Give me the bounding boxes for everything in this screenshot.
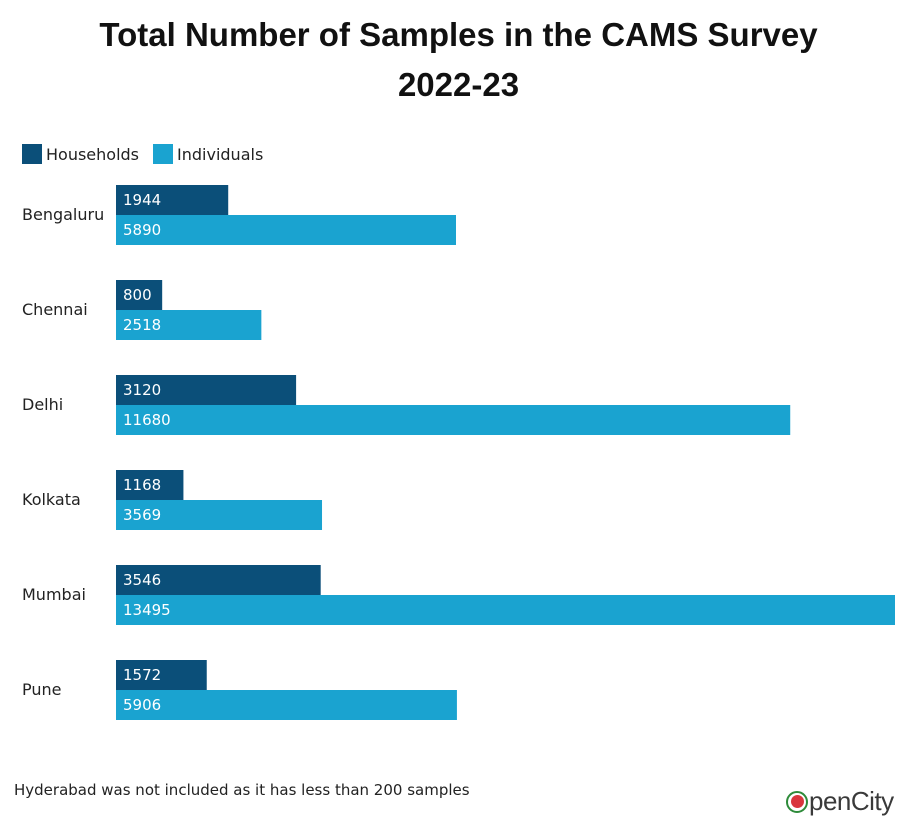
opencity-logo: penCity (786, 786, 894, 817)
bar-bengaluru-individuals (116, 215, 457, 245)
value-label-kolkata-households: 1168 (123, 476, 161, 494)
category-label-pune: Pune (22, 680, 62, 699)
legend-label-households: Households (46, 144, 140, 164)
category-label-mumbai: Mumbai (22, 585, 86, 604)
value-label-delhi-individuals: 11680 (123, 411, 171, 429)
legend-item-individuals: Individuals (153, 144, 263, 164)
bar-delhi-households (116, 375, 297, 405)
legend-swatch-households (22, 144, 42, 164)
bar-bengaluru-households (116, 185, 229, 215)
legend: Households Individuals (22, 144, 277, 164)
category-label-kolkata: Kolkata (22, 490, 81, 509)
category-label-delhi: Delhi (22, 395, 63, 414)
logo-text: penCity (809, 786, 894, 816)
footnote: Hyderabad was not included as it has les… (14, 781, 470, 799)
bar-chennai-households (116, 280, 163, 310)
bar-chennai-individuals (116, 310, 262, 340)
value-label-mumbai-households: 3546 (123, 571, 161, 589)
legend-swatch-individuals (153, 144, 174, 164)
chart-subtitle-year: 2022-23 (397, 66, 520, 103)
legend-label-individuals: Individuals (177, 144, 264, 164)
bar-pune-individuals (116, 690, 457, 720)
value-label-chennai-individuals: 2518 (123, 316, 161, 334)
legend-item-households: Households (22, 144, 139, 164)
value-label-chennai-households: 800 (123, 286, 152, 304)
value-label-bengaluru-individuals: 5890 (123, 221, 161, 239)
bar-kolkata-individuals (116, 500, 323, 530)
value-label-delhi-households: 3120 (123, 381, 161, 399)
chart-title: Total Number of Samples in the CAMS Surv… (99, 16, 818, 53)
value-label-pune-households: 1572 (123, 666, 161, 684)
bar-mumbai-households (116, 565, 321, 595)
value-label-mumbai-individuals: 13495 (123, 601, 171, 619)
bar-delhi-individuals (116, 405, 791, 435)
bar-mumbai-individuals (116, 595, 895, 625)
category-label-chennai: Chennai (22, 300, 88, 319)
logo-o-icon (786, 790, 808, 813)
bar-kolkata-households (116, 470, 184, 500)
value-label-bengaluru-households: 1944 (123, 191, 161, 209)
value-label-pune-individuals: 5906 (123, 696, 161, 714)
bar-pune-households (116, 660, 207, 690)
value-label-kolkata-individuals: 3569 (123, 506, 161, 524)
category-label-bengaluru: Bengaluru (22, 205, 104, 224)
